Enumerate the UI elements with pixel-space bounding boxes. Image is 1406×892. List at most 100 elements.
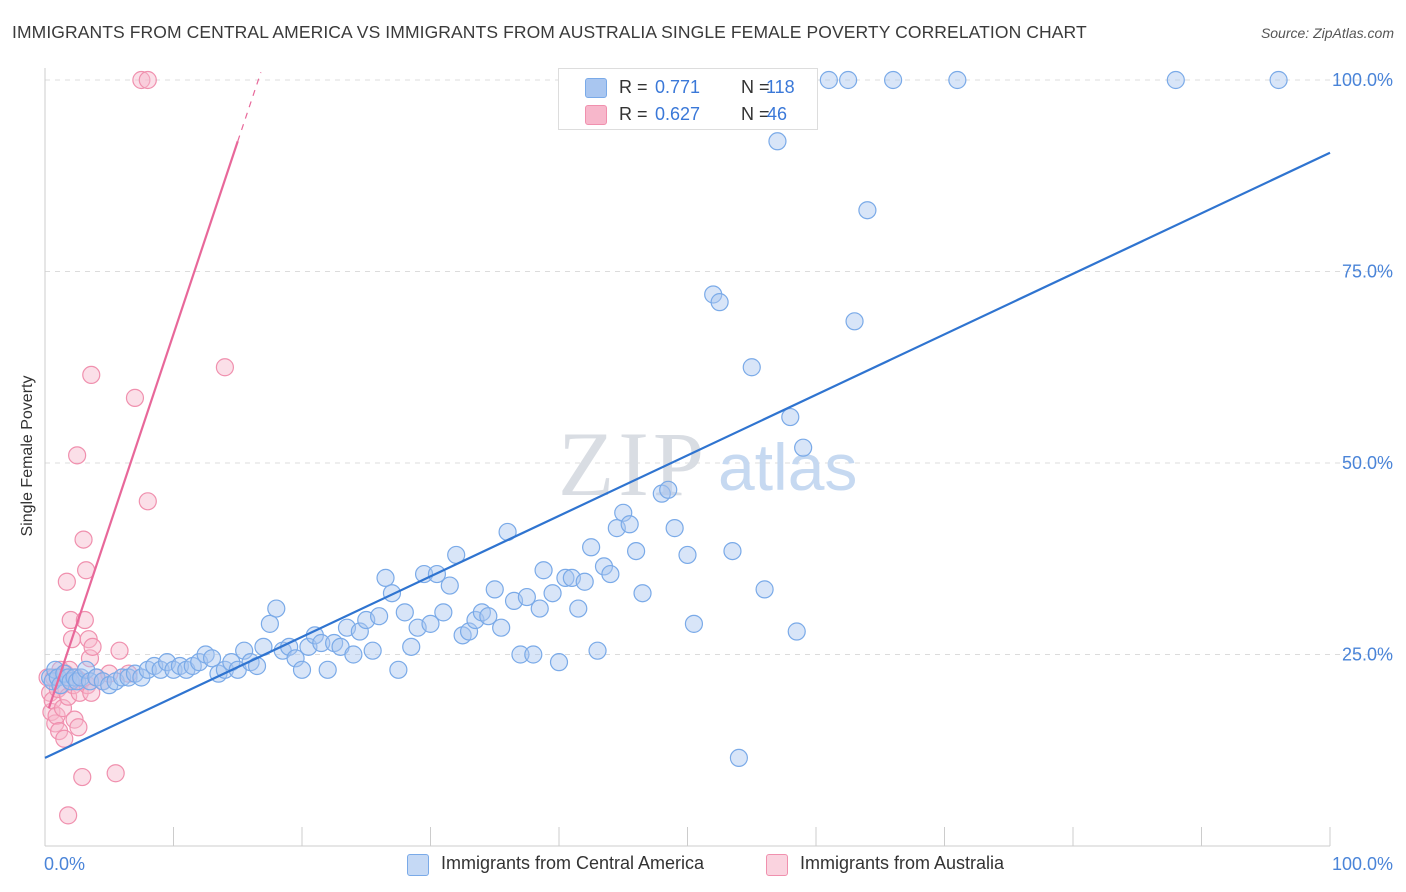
central-america-point <box>883 70 903 90</box>
central-america-point <box>202 649 222 668</box>
central-america-point <box>845 312 864 331</box>
watermark-atlas: atlas <box>718 430 857 504</box>
central-america-point <box>575 572 594 591</box>
central-america-point <box>286 649 305 668</box>
central-america-point <box>601 564 620 584</box>
source-credit: Source: ZipAtlas.com <box>1260 25 1394 41</box>
central-america-point <box>723 541 742 561</box>
central-america-point <box>479 607 498 626</box>
trend-line-australia-extension <box>237 72 262 142</box>
watermark: ZIP atlas <box>558 413 857 515</box>
central-america-point <box>363 641 382 660</box>
central-america-point <box>742 358 761 377</box>
central-america-point <box>260 614 279 633</box>
central-america-point <box>710 293 729 312</box>
australia-point <box>106 764 125 783</box>
central-america-point <box>620 515 639 534</box>
australia-point <box>125 388 145 407</box>
legend-swatch-blue <box>585 78 607 98</box>
y-tick-label: 75.0% <box>1342 262 1393 282</box>
central-america-point <box>402 637 421 656</box>
legend-row-central-america: R = 0.771 N = 118 <box>559 74 817 102</box>
central-america-point <box>794 438 813 457</box>
central-america-point <box>755 580 774 599</box>
central-america-point <box>781 407 800 427</box>
legend-swatch-pink <box>585 105 607 125</box>
central-america-point <box>292 660 312 679</box>
watermark-zip: ZIP <box>558 413 708 515</box>
central-america-point <box>312 633 331 653</box>
central-america-point <box>492 618 511 637</box>
central-america-point <box>678 545 697 565</box>
central-america-point <box>235 641 254 660</box>
central-america-point <box>948 70 967 90</box>
central-america-point <box>659 480 678 499</box>
series-legend: Immigrants from Central America Immigran… <box>0 852 1406 878</box>
y-tick-label: 25.0% <box>1342 645 1393 665</box>
australia-point <box>74 530 93 549</box>
central-america-point <box>626 541 646 561</box>
legend-r-label: R = <box>619 104 648 124</box>
australia-point <box>132 70 151 90</box>
central-america-point <box>318 660 337 679</box>
australia-point <box>43 691 62 710</box>
legend-r-value: 0.771 <box>655 77 701 97</box>
central-america-point <box>1166 70 1185 90</box>
australia-point <box>55 729 74 748</box>
central-america-point <box>787 622 806 641</box>
central-america-point <box>543 584 562 603</box>
series-central-america <box>41 70 1288 768</box>
central-america-point <box>370 607 389 626</box>
central-america-point <box>684 614 704 633</box>
y-tick-label: 50.0% <box>1342 453 1393 473</box>
australia-point <box>68 446 87 465</box>
central-america-point <box>267 599 286 618</box>
australia-point <box>57 572 76 591</box>
chart-title: IMMIGRANTS FROM CENTRAL AMERICA VS IMMIG… <box>12 22 1087 42</box>
australia-point <box>138 492 157 511</box>
central-america-point <box>440 576 459 595</box>
central-america-point <box>534 561 553 580</box>
australia-point <box>138 70 157 90</box>
central-america-point <box>524 645 543 664</box>
central-america-point <box>729 748 749 768</box>
trend-line-central-america <box>44 151 1331 759</box>
legend-n-label: N = <box>741 77 770 97</box>
australia-point <box>83 637 102 656</box>
central-america-point <box>511 645 530 664</box>
central-america-point <box>77 660 96 679</box>
y-tick-label: 100.0% <box>1332 70 1393 90</box>
australia-point <box>110 641 129 660</box>
central-america-point <box>588 641 607 660</box>
central-america-point <box>434 603 453 622</box>
australia-point <box>73 767 92 787</box>
australia-point <box>82 365 101 385</box>
axes <box>44 68 1331 847</box>
legend-swatch-blue <box>407 854 429 876</box>
central-america-point <box>569 599 588 618</box>
trend-lines <box>44 72 1331 759</box>
central-america-point <box>858 201 877 220</box>
central-america-point <box>614 503 633 522</box>
legend-n-label: N = <box>741 104 770 124</box>
tick-labels: 25.0% 50.0% 75.0% 100.0% 0.0% 100.0% <box>44 70 1393 874</box>
legend-swatch-pink <box>766 854 788 876</box>
australia-point <box>59 806 78 825</box>
australia-point <box>215 358 234 377</box>
central-america-point <box>582 538 601 557</box>
legend-label-australia: Immigrants from Australia <box>800 853 1005 873</box>
legend-n-value: 118 <box>766 77 795 97</box>
central-america-point <box>549 653 569 672</box>
legend-r-label: R = <box>619 77 648 97</box>
legend-label-central-america: Immigrants from Central America <box>441 853 705 873</box>
central-america-point <box>350 622 369 641</box>
central-america-point <box>517 587 536 607</box>
central-america-point <box>395 603 414 622</box>
x-tick-label-min: 0.0% <box>44 854 85 874</box>
central-america-point <box>459 622 479 641</box>
stats-legend: R = 0.771 N = 118 R = 0.627 N = 46 <box>558 68 818 130</box>
central-america-point <box>1269 70 1288 90</box>
central-america-point <box>344 645 363 664</box>
central-america-point <box>530 599 549 618</box>
